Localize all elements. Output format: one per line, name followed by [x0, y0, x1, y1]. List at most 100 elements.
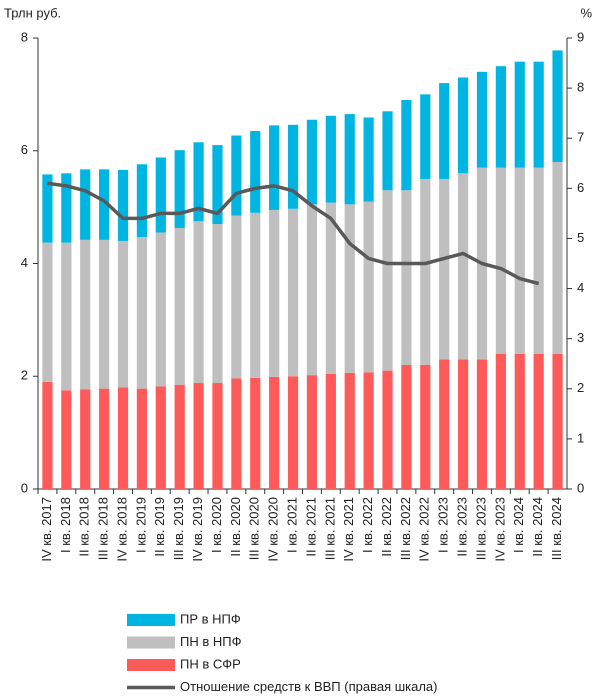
x-tick-label: IV кв. 2023 [492, 497, 507, 562]
bar-segment [552, 353, 563, 489]
bar-segment [325, 373, 336, 489]
bar-segment [174, 384, 185, 489]
y2-axis-label: % [580, 5, 592, 20]
bar-segment [174, 150, 185, 228]
bar-segment [136, 164, 148, 238]
bar-segment [495, 353, 506, 489]
legend-label: Отношение средств к ВВП (правая шкала) [180, 679, 438, 694]
bar-segment [80, 389, 91, 489]
legend-label: ПР в НПФ [180, 611, 241, 626]
bar-segment [287, 376, 299, 489]
bar-segment [514, 61, 525, 168]
bar-segment [250, 131, 261, 213]
y2-tick-label: 9 [577, 29, 584, 44]
x-tick-label: IV кв. 2018 [114, 497, 129, 562]
bar-segment [533, 61, 544, 168]
bar-segment [344, 114, 355, 205]
bar-segment [231, 378, 242, 489]
y2-tick-label: 8 [577, 80, 584, 95]
bar-segment [439, 178, 450, 360]
y2-tick-label: 5 [577, 230, 584, 245]
x-tick-label: I кв. 2024 [511, 497, 526, 553]
x-tick-label: IV кв. 2017 [39, 497, 54, 562]
x-tick-label: II кв. 2023 [455, 497, 470, 557]
x-tick-label: II кв. 2024 [530, 497, 545, 557]
x-tick-label: I кв. 2020 [209, 497, 224, 553]
bar-segment [552, 162, 563, 354]
legend-swatch [127, 659, 175, 671]
bar-segment [457, 359, 469, 489]
x-tick-label: I кв. 2019 [133, 497, 148, 553]
x-tick-label: III кв. 2022 [398, 497, 413, 560]
bar-segment [117, 387, 129, 489]
bar-segment [476, 359, 488, 489]
bar-segment [193, 383, 204, 489]
legend-swatch [127, 614, 175, 626]
bar-segment [61, 173, 72, 243]
x-tick-label: I кв. 2023 [436, 497, 451, 553]
bar-segment [457, 77, 469, 174]
bar-segment [495, 167, 506, 354]
bar-segment [287, 208, 299, 377]
bar-segment [212, 145, 223, 225]
bar-segment [382, 111, 393, 191]
bar-segment [401, 190, 412, 365]
bar-segment [155, 157, 166, 233]
bar-segment [514, 353, 525, 489]
bar-segment [552, 50, 563, 163]
bar-segment [439, 359, 450, 489]
bar-segment [325, 202, 336, 374]
bar-segment [155, 386, 166, 489]
x-tick-label: I кв. 2018 [58, 497, 73, 553]
y2-tick-label: 0 [577, 480, 584, 495]
x-tick-label: III кв. 2023 [473, 497, 488, 560]
y2-tick-label: 2 [577, 380, 584, 395]
y-axis-label: Трлн руб. [4, 5, 61, 20]
x-tick-label: III кв. 2020 [247, 497, 262, 560]
bar-segment [382, 370, 393, 489]
y2-tick-label: 6 [577, 180, 584, 195]
bar-segment [99, 169, 110, 240]
bar-segment [61, 390, 72, 489]
x-tick-label: I кв. 2021 [284, 497, 299, 553]
bar-segment [250, 377, 261, 489]
y-tick-label: 0 [21, 480, 28, 495]
bar-segment [155, 232, 166, 387]
bar-segment [250, 212, 261, 378]
bar-segment [193, 142, 204, 222]
bar-segment [401, 100, 412, 191]
bar-segment [99, 239, 110, 389]
bar-segment [269, 209, 280, 377]
bar-segment [174, 227, 185, 385]
bar-segment [420, 178, 431, 365]
x-tick-label: II кв. 2020 [228, 497, 243, 557]
y2-tick-label: 3 [577, 330, 584, 345]
legend-label: ПН в НПФ [180, 634, 242, 649]
legend-swatch [127, 636, 175, 649]
bar-segment [514, 167, 525, 354]
y2-tick-label: 1 [577, 430, 584, 445]
y2-tick-label: 4 [577, 280, 584, 295]
bar-segment [42, 381, 53, 489]
y-tick-label: 2 [21, 368, 28, 383]
bar-segment [382, 190, 393, 371]
x-tick-label: IV кв. 2020 [266, 497, 281, 562]
bar-segment [231, 215, 242, 379]
x-tick-label: III кв. 2024 [549, 497, 564, 560]
bar-segment [80, 239, 91, 390]
bar-segment [42, 242, 53, 382]
bar-segment [363, 201, 374, 373]
bar-segment [269, 376, 280, 489]
bar-segment [306, 204, 318, 376]
x-tick-label: II кв. 2022 [379, 497, 394, 557]
bar-segment [117, 169, 129, 241]
bar-segment [533, 353, 544, 489]
line-series [47, 181, 540, 286]
x-tick-label: II кв. 2018 [77, 497, 92, 557]
bar-segment [269, 125, 280, 210]
bar-segment [420, 364, 431, 489]
bar-segment [42, 174, 53, 243]
x-tick-label: II кв. 2019 [152, 497, 167, 557]
